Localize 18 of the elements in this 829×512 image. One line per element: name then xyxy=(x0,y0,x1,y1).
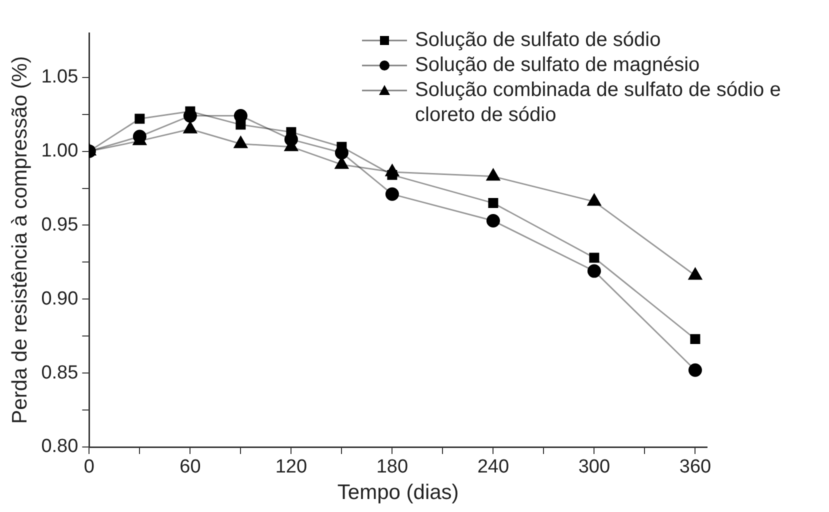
y-tick-label: 1.00 xyxy=(41,140,78,162)
x-axis-title: Tempo (dias) xyxy=(337,481,459,504)
x-tick-label: 180 xyxy=(376,456,408,478)
x-tick-label: 240 xyxy=(477,456,510,478)
x-tick-label: 360 xyxy=(679,456,712,478)
y-tick-label: 0.80 xyxy=(41,436,78,458)
legend-label: Solução de sulfato de sódio xyxy=(415,28,661,53)
x-tick-label: 0 xyxy=(84,456,94,478)
x-tick-label: 120 xyxy=(275,456,308,478)
x-tick-label: 60 xyxy=(180,456,201,478)
y-tick-label: 1.05 xyxy=(41,66,78,88)
legend-label: Solução de sulfato de magnésio xyxy=(415,53,700,78)
legend-label: Solução combinada de sulfato de sódio e cloreto de sódio xyxy=(415,78,782,128)
x-tick-label: 300 xyxy=(578,456,610,478)
y-axis-title: Perda de resistência à compressão (%) xyxy=(8,56,32,424)
y-tick-label: 0.90 xyxy=(41,288,78,310)
y-tick-label: 0.85 xyxy=(41,362,78,384)
y-tick-label: 0.95 xyxy=(41,214,78,236)
